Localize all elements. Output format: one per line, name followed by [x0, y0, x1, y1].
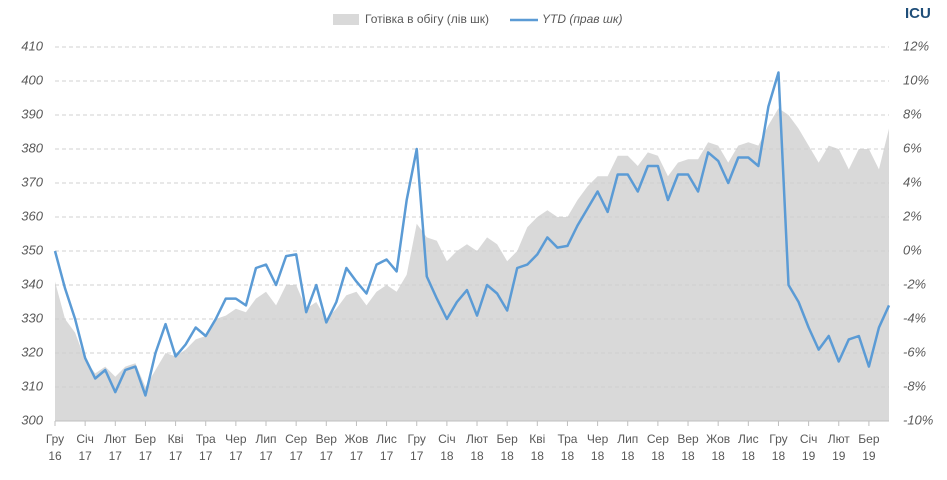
- y-tick-label: 410: [21, 38, 43, 53]
- x-tick-label: Тра 17: [195, 432, 216, 463]
- x-tick-label: Гру 16: [45, 432, 65, 463]
- y2-tick-label: 0%: [903, 242, 922, 257]
- x-tick-label: Лип 18: [617, 432, 639, 463]
- y-tick-label: 340: [21, 276, 43, 291]
- x-tick-label: Лис 18: [738, 432, 759, 463]
- x-tick-label: Січ 19: [799, 432, 818, 463]
- y2-tick-label: 6%: [903, 140, 922, 155]
- legend-swatch: [333, 14, 359, 25]
- y-tick-label: 310: [21, 378, 43, 393]
- y-tick-label: 320: [21, 344, 43, 359]
- y-tick-label: 350: [21, 242, 43, 257]
- legend-label: Готівка в обігу (лів шк): [365, 12, 489, 26]
- x-tick-label: Лют 19: [827, 432, 850, 463]
- y2-tick-label: -10%: [903, 412, 933, 427]
- y2-tick-label: -4%: [903, 310, 926, 325]
- legend-label: YTD (прав шк): [542, 12, 623, 26]
- x-tick-label: Бер 18: [496, 432, 518, 463]
- x-tick-label: Кві 17: [167, 432, 184, 463]
- x-tick-label: Гру 18: [769, 432, 788, 463]
- x-tick-label: Тра 18: [557, 432, 578, 463]
- x-tick-label: Січ 17: [76, 432, 94, 463]
- y2-tick-label: 8%: [903, 106, 922, 121]
- y2-tick-label: -2%: [903, 276, 926, 291]
- y2-tick-label: -6%: [903, 344, 926, 359]
- x-tick-label: Гру 17: [407, 432, 426, 463]
- y2-tick-label: -8%: [903, 378, 926, 393]
- y-tick-label: 370: [21, 174, 43, 189]
- x-tick-label: Жов 18: [706, 432, 731, 463]
- x-tick-label: Лют 17: [104, 432, 127, 463]
- x-tick-label: Чер 17: [225, 432, 247, 463]
- y-tick-label: 380: [21, 140, 43, 155]
- y-tick-label: 300: [21, 412, 43, 427]
- x-tick-label: Сер 18: [646, 432, 669, 463]
- x-tick-label: Сер 17: [285, 432, 308, 463]
- y2-tick-label: 2%: [902, 208, 922, 223]
- area: [55, 108, 889, 421]
- x-tick-label: Кві 18: [529, 432, 546, 463]
- x-tick-label: Вер 17: [315, 432, 337, 463]
- x-tick-label: Лис 17: [376, 432, 397, 463]
- x-tick-label: Січ 18: [438, 432, 456, 463]
- x-tick-label: Лип 17: [255, 432, 277, 463]
- x-tick-label: Жов 17: [344, 432, 369, 463]
- logo: ICU: [905, 5, 931, 22]
- y-tick-label: 390: [21, 106, 43, 121]
- y2-tick-label: 10%: [903, 72, 929, 87]
- y-tick-label: 330: [21, 310, 43, 325]
- y2-tick-label: 12%: [903, 38, 929, 53]
- x-tick-label: Бер 17: [134, 432, 157, 463]
- y-tick-label: 360: [21, 208, 43, 223]
- x-tick-label: Чер 18: [586, 432, 609, 463]
- y2-tick-label: 4%: [903, 174, 922, 189]
- x-tick-label: Лют 18: [465, 432, 489, 463]
- line: [53, 71, 891, 397]
- y-tick-label: 400: [21, 72, 43, 87]
- x-tick-label: Бер 19: [858, 432, 880, 463]
- x-tick-label: Вер 18: [677, 432, 699, 463]
